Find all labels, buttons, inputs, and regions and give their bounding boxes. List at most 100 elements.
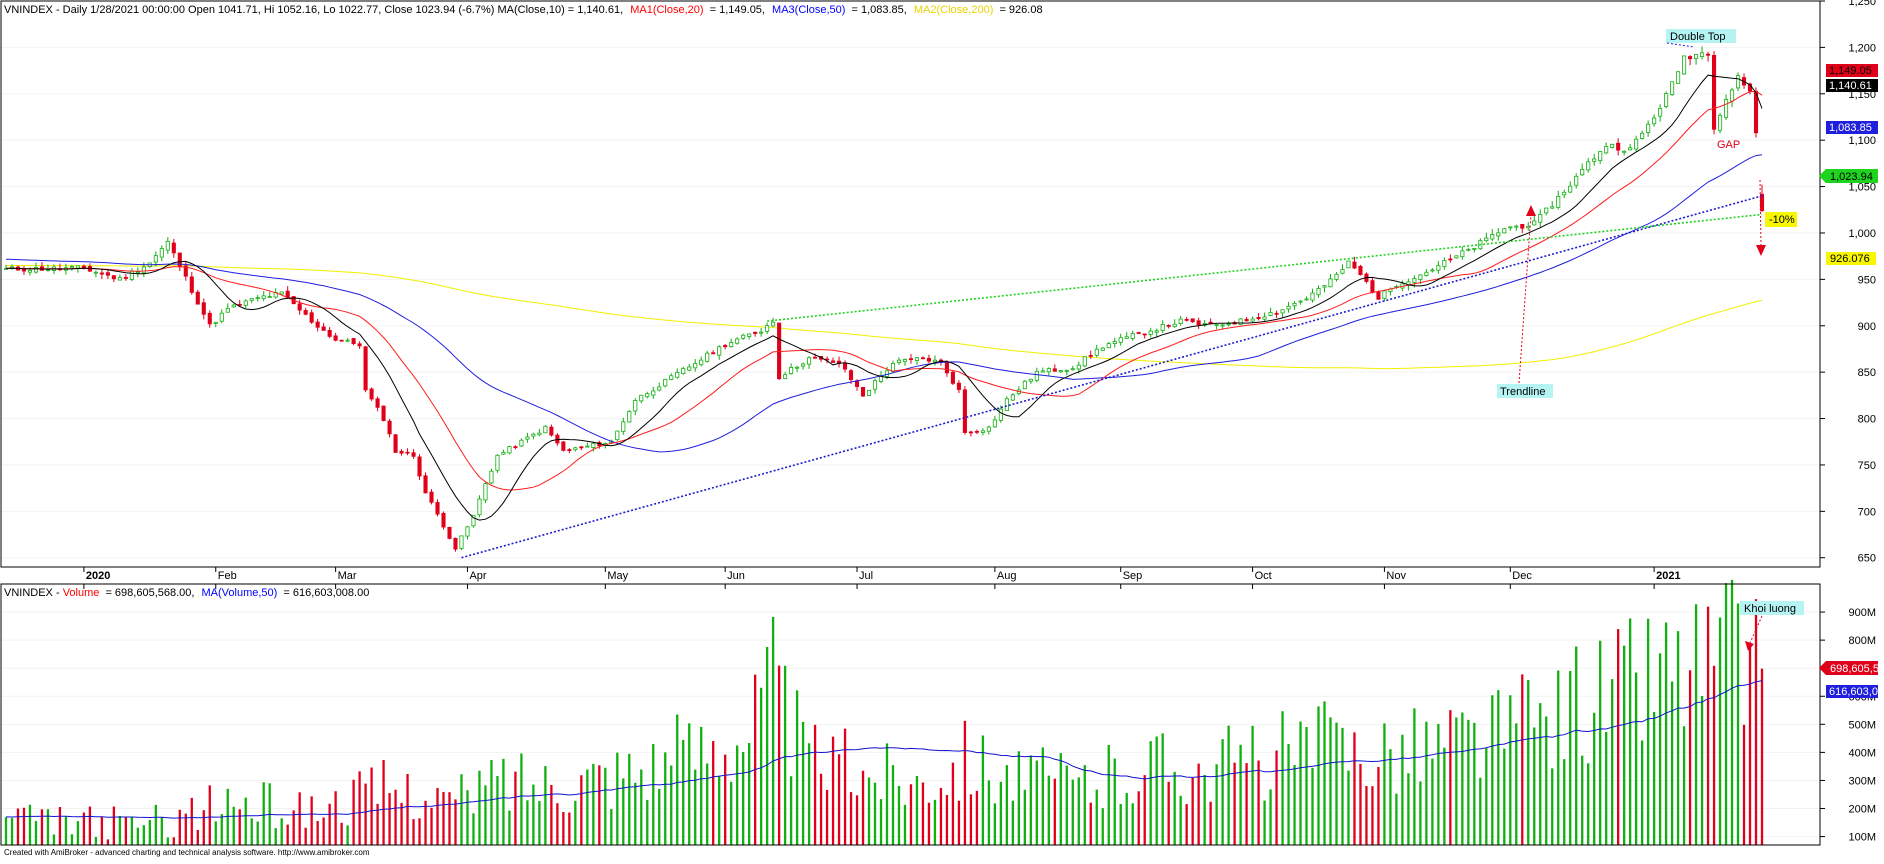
- moving-average-layer: [5, 74, 1763, 521]
- candle: [1544, 207, 1549, 216]
- trendlines-layer: [461, 195, 1763, 559]
- candle: [747, 333, 752, 340]
- candle: [1238, 318, 1243, 326]
- candle: [1712, 51, 1717, 135]
- candle: [1610, 143, 1615, 149]
- candle: [663, 378, 668, 388]
- svg-text:1,149.05: 1,149.05: [1829, 65, 1872, 77]
- candle: [1646, 120, 1651, 137]
- svg-text:-10%: -10%: [1769, 214, 1795, 226]
- neckline-line: [767, 213, 1763, 322]
- candle: [627, 410, 632, 423]
- candle: [1352, 256, 1357, 270]
- candle: [1172, 319, 1177, 328]
- month-label: 2020: [86, 570, 110, 582]
- ma10-line: [5, 74, 1763, 521]
- candle: [1514, 224, 1519, 231]
- price-tick-label: 650: [1858, 553, 1876, 565]
- candle: [615, 430, 620, 442]
- candle: [1640, 130, 1645, 140]
- candle: [123, 274, 128, 281]
- candle: [117, 274, 122, 281]
- candle: [417, 454, 422, 480]
- candle: [459, 535, 464, 551]
- candle: [723, 344, 728, 350]
- candle: [926, 354, 931, 364]
- candle: [489, 468, 494, 485]
- candle: [932, 355, 937, 366]
- candle: [1058, 370, 1063, 374]
- candle: [1592, 153, 1597, 166]
- candle: [783, 371, 788, 380]
- candle: [1502, 228, 1507, 234]
- candle: [249, 298, 254, 304]
- candle: [860, 386, 866, 397]
- candle: [1106, 341, 1111, 349]
- month-label: Feb: [218, 570, 237, 582]
- candle: [453, 537, 458, 552]
- candle: [201, 298, 206, 320]
- candle: [585, 442, 590, 448]
- gap-annotation: GAP: [1717, 139, 1740, 151]
- candle: [255, 294, 260, 302]
- candle: [1334, 272, 1339, 282]
- ma50-line: [5, 154, 1763, 453]
- month-label: Mar: [338, 570, 357, 582]
- candle: [171, 238, 176, 258]
- candle: [207, 310, 212, 328]
- candle: [1622, 150, 1627, 156]
- svg-text:1,023.94: 1,023.94: [1830, 171, 1873, 183]
- candle: [393, 433, 398, 453]
- price-tick-label: 800: [1858, 414, 1876, 426]
- candle: [1268, 307, 1273, 317]
- candle: [243, 299, 248, 309]
- candle: [549, 424, 554, 437]
- candle: [567, 448, 572, 454]
- candle: [711, 350, 716, 355]
- candle: [1628, 143, 1633, 151]
- candle: [351, 338, 356, 346]
- candle: [1340, 264, 1345, 275]
- candle: [1706, 51, 1711, 62]
- candle: [1184, 316, 1189, 322]
- candle: [1520, 223, 1525, 234]
- candle: [1568, 181, 1573, 194]
- candle: [225, 303, 230, 313]
- candle: [1430, 267, 1435, 273]
- candle: [261, 290, 266, 302]
- candle: [1130, 330, 1135, 341]
- candle: [33, 262, 39, 274]
- candle: [1178, 315, 1183, 326]
- candle: [1226, 321, 1231, 327]
- trendline-line: [461, 195, 1763, 559]
- candle: [962, 386, 967, 435]
- candle: [848, 368, 854, 384]
- candle: [741, 333, 746, 340]
- candle: [998, 405, 1003, 423]
- candle: [1286, 301, 1291, 313]
- candle: [992, 415, 997, 428]
- candle: [1280, 309, 1285, 318]
- candle: [1700, 46, 1705, 60]
- candle: [633, 398, 638, 416]
- candle: [1496, 227, 1501, 241]
- price-tick-label: 1,000: [1848, 228, 1876, 240]
- price-tick-label: 900: [1858, 321, 1876, 333]
- candle: [1358, 264, 1363, 276]
- candle: [1382, 290, 1387, 302]
- candle: [1262, 312, 1267, 322]
- candle: [795, 365, 800, 373]
- candle: [345, 338, 350, 343]
- candle: [375, 396, 380, 412]
- candle: [1136, 331, 1141, 334]
- candle: [1676, 71, 1681, 84]
- candle: [872, 378, 878, 394]
- candle: [1154, 328, 1159, 338]
- candle: [831, 357, 836, 363]
- candle: [1490, 229, 1495, 242]
- candle: [866, 389, 872, 397]
- candle: [423, 472, 428, 494]
- candle: [135, 267, 140, 278]
- candle: [986, 425, 991, 435]
